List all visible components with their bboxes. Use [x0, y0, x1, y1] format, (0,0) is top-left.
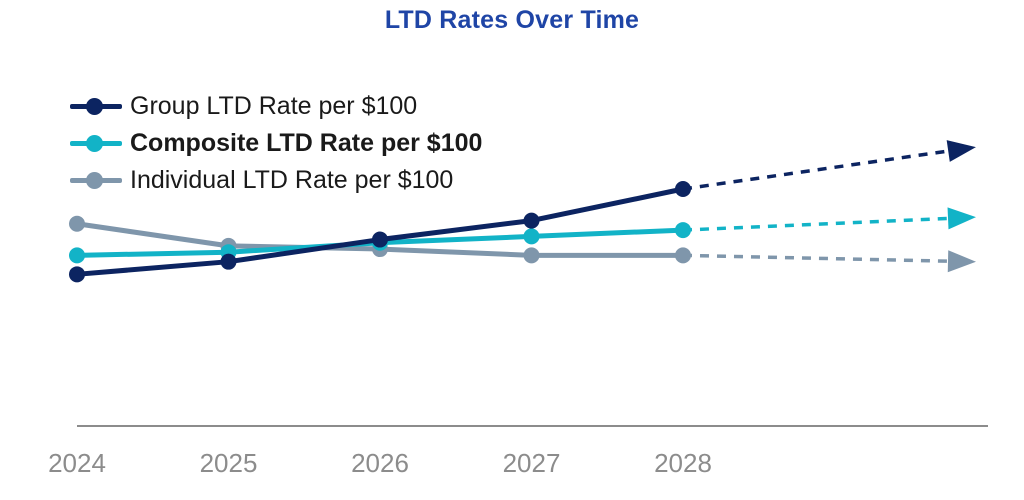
- data-point: [69, 247, 85, 264]
- legend-dot-swatch: [86, 172, 103, 189]
- data-point: [675, 181, 691, 197]
- projection-line: [682, 216, 949, 232]
- chart-title: LTD Rates Over Time: [384, 6, 640, 34]
- x-tick-label: 2027: [503, 448, 561, 478]
- legend-marker-icon: [70, 162, 122, 199]
- data-point: [675, 222, 691, 239]
- legend-marker-icon: [70, 88, 122, 125]
- x-tick-label: 2028: [654, 448, 712, 478]
- series-0: [69, 140, 976, 283]
- projection-line: [682, 149, 949, 191]
- legend-label: Group LTD Rate per $100: [130, 92, 418, 120]
- x-tick-label: 2024: [48, 448, 106, 478]
- projection-line: [682, 253, 949, 263]
- x-tick-label: 2026: [351, 448, 409, 478]
- legend-marker-icon: [70, 125, 122, 162]
- legend-label: Individual LTD Rate per $100: [130, 166, 454, 194]
- projection-arrow-icon: [947, 207, 976, 230]
- legend-dot-swatch: [86, 135, 103, 152]
- projection-arrow-icon: [946, 140, 976, 162]
- legend-item-composite: Composite LTD Rate per $100: [70, 125, 482, 162]
- data-point: [675, 247, 691, 264]
- x-axis-ticks: 2024 2025 2026 2027 2028: [48, 448, 712, 478]
- data-point: [220, 253, 237, 270]
- data-point: [372, 231, 388, 248]
- data-point: [69, 215, 85, 232]
- legend-item-group: Group LTD Rate per $100: [70, 88, 482, 125]
- data-point: [523, 228, 540, 245]
- legend-label: Composite LTD Rate per $100: [130, 129, 483, 157]
- projection-arrow-icon: [947, 250, 976, 273]
- x-tick-label: 2025: [200, 448, 258, 478]
- data-point: [523, 212, 540, 229]
- data-point: [523, 247, 540, 264]
- data-point: [69, 266, 85, 283]
- legend-item-individual: Individual LTD Rate per $100: [70, 162, 482, 199]
- chart-legend: Group LTD Rate per $100 Composite LTD Ra…: [70, 88, 482, 199]
- legend-dot-swatch: [86, 98, 103, 115]
- series-layer: [69, 140, 976, 283]
